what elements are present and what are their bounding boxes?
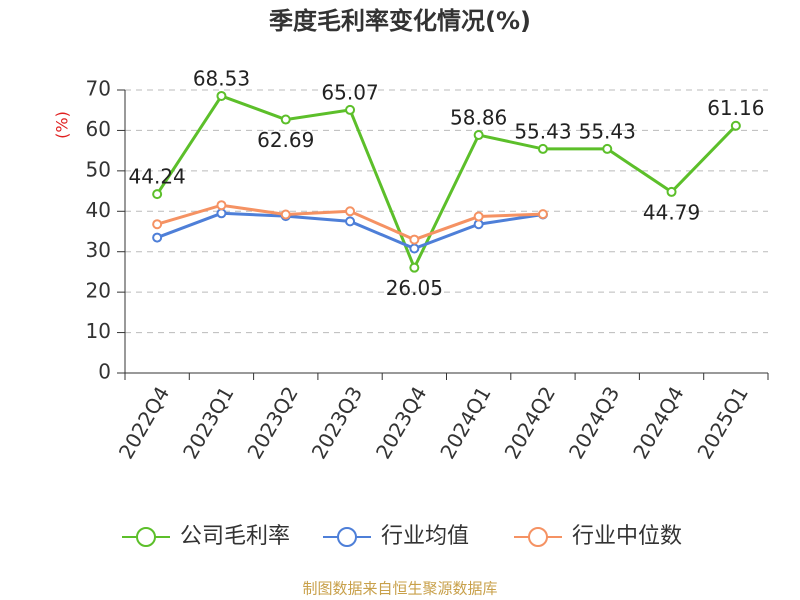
legend-label: 行业中位数 (572, 524, 682, 549)
y-tick-label: 60 (86, 117, 111, 141)
data-point (666, 186, 677, 197)
data-label: 55.43 (579, 119, 636, 143)
x-tick-label: 2024Q4 (628, 382, 688, 463)
y-tick-label: 70 (86, 77, 111, 101)
legend-label: 公司毛利率 (180, 524, 290, 549)
data-label: 55.43 (514, 119, 571, 143)
data-label: 26.05 (386, 276, 443, 300)
x-tick-label: 2024Q2 (500, 382, 560, 463)
x-tick-label: 2023Q2 (242, 382, 302, 463)
data-point (537, 209, 548, 220)
data-point (537, 143, 548, 154)
data-point (602, 143, 613, 154)
y-tick-label: 10 (86, 319, 111, 343)
data-point (345, 104, 356, 115)
data-label: 68.53 (193, 66, 250, 90)
series-line (155, 94, 737, 272)
y-tick-label: 20 (86, 279, 111, 303)
data-point (280, 114, 291, 125)
data-label: 58.86 (450, 106, 507, 130)
data-point (280, 209, 291, 220)
legend-label: 行业均值 (381, 524, 469, 549)
data-label: 62.69 (257, 128, 314, 152)
data-point (152, 232, 163, 243)
x-tick-label: 2023Q4 (371, 382, 431, 463)
data-label: 65.07 (321, 80, 378, 104)
legend-marker (528, 527, 548, 547)
data-point (216, 200, 227, 211)
data-point (473, 130, 484, 141)
x-tick-label: 2025Q1 (692, 382, 752, 463)
data-point (345, 216, 356, 227)
data-point (152, 219, 163, 230)
data-label: 61.16 (707, 96, 764, 120)
data-point (152, 189, 163, 200)
y-tick-label: 50 (86, 157, 111, 181)
data-point (216, 90, 227, 101)
y-axis-label: (%) (53, 111, 72, 139)
x-tick-label: 2024Q3 (564, 382, 624, 463)
data-label: 44.79 (643, 200, 700, 224)
legend-marker (337, 527, 357, 547)
data-point (409, 243, 420, 254)
x-tick-label: 2023Q3 (307, 382, 367, 463)
y-tick-label: 0 (98, 360, 111, 384)
data-point (216, 208, 227, 219)
data-point (409, 234, 420, 245)
y-tick-label: 30 (86, 238, 111, 262)
y-tick-label: 40 (86, 198, 111, 222)
x-tick-label: 2023Q1 (178, 382, 238, 463)
data-point (345, 206, 356, 217)
data-label: 44.24 (129, 165, 186, 189)
data-point (409, 262, 420, 273)
legend-marker (136, 527, 156, 547)
source-note: 制图数据来自恒生聚源数据库 (302, 580, 497, 598)
data-point (730, 120, 741, 131)
chart-title: 季度毛利率变化情况(%) (269, 7, 531, 35)
x-tick-label: 2024Q1 (435, 382, 495, 463)
x-tick-label: 2022Q4 (114, 382, 174, 463)
data-point (473, 211, 484, 222)
